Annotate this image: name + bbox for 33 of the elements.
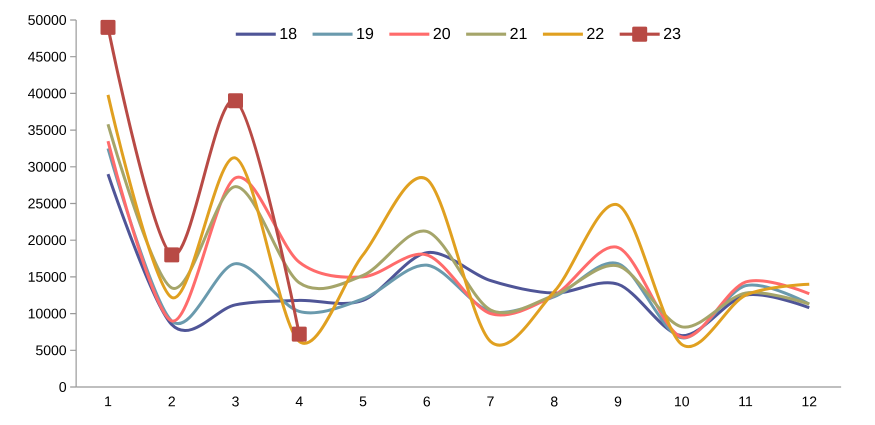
x-tick-label: 4 <box>296 396 303 406</box>
y-tick-label: 25000 <box>28 198 66 208</box>
x-tick-label: 5 <box>360 396 366 406</box>
legend-label: 21 <box>510 28 527 40</box>
y-tick-label: 30000 <box>28 162 66 172</box>
x-tick-label: 9 <box>614 396 622 406</box>
point <box>292 326 307 342</box>
y-tick-label: 0 <box>59 382 66 392</box>
legend-label: 20 <box>434 28 450 40</box>
y-tick-label: 45000 <box>28 52 66 62</box>
legend-label: 22 <box>587 28 604 40</box>
point <box>100 20 116 35</box>
x-tick-label: 8 <box>550 396 558 406</box>
y-tick-label: 50000 <box>28 15 66 25</box>
x-tick-label: 6 <box>424 396 430 406</box>
y-tick-label: 20000 <box>28 235 66 246</box>
x-tick-label: 2 <box>168 396 175 406</box>
y-tick-label: 40000 <box>28 88 66 98</box>
x-tick-label: 3 <box>232 396 239 406</box>
point <box>164 247 180 262</box>
x-tick-label: 7 <box>487 396 494 406</box>
legend-label: 23 <box>664 28 680 40</box>
y-tick-label: 35000 <box>28 125 66 136</box>
legend-label: 18 <box>280 28 296 40</box>
y-tick-label: 5000 <box>36 345 66 356</box>
x-tick-label: 11 <box>739 396 752 406</box>
x-tick-label: 12 <box>802 396 816 406</box>
legend-label: 19 <box>357 28 374 40</box>
x-tick-label: 10 <box>675 396 689 406</box>
y-tick-label: 15000 <box>28 272 66 282</box>
point <box>228 93 244 108</box>
x-tick-label: 1 <box>105 396 112 406</box>
y-tick-label: 10000 <box>28 308 66 319</box>
